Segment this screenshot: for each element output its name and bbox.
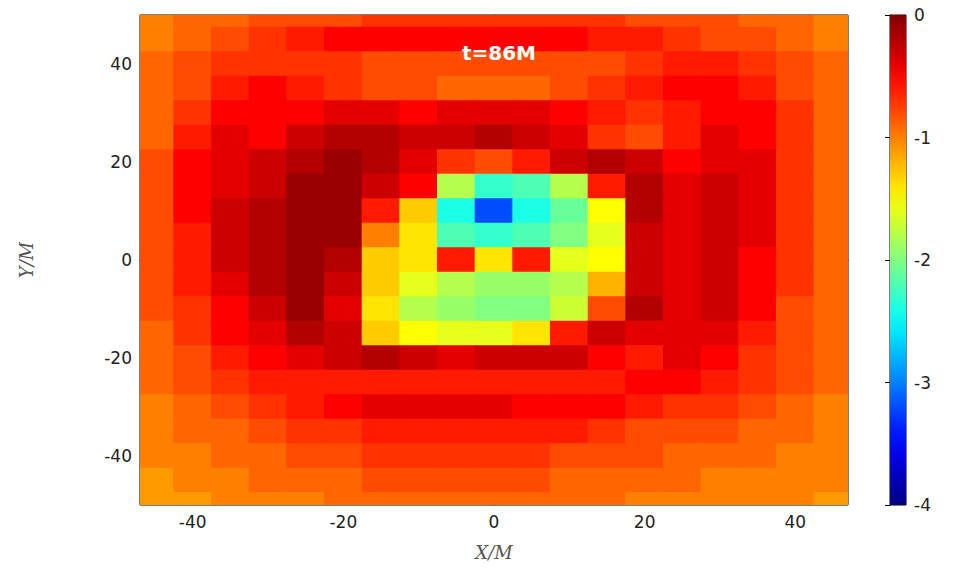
svg-text:-2: -2: [914, 250, 931, 270]
svg-text:-40: -40: [104, 446, 132, 466]
svg-text:X/M: X/M: [473, 542, 513, 563]
svg-text:40: 40: [110, 54, 132, 74]
svg-text:-20: -20: [329, 512, 357, 532]
svg-text:0: 0: [121, 250, 132, 270]
svg-text:-20: -20: [104, 348, 132, 368]
svg-text:t=86M: t=86M: [462, 41, 536, 65]
svg-text:-4: -4: [914, 495, 931, 515]
svg-text:20: 20: [634, 512, 656, 532]
svg-text:-40: -40: [179, 512, 207, 532]
svg-text:Y/M: Y/M: [16, 241, 37, 278]
svg-text:-3: -3: [914, 373, 931, 393]
svg-text:40: 40: [784, 512, 806, 532]
svg-text:-1: -1: [914, 128, 931, 148]
svg-text:0: 0: [914, 5, 925, 25]
svg-text:20: 20: [110, 152, 132, 172]
svg-text:0: 0: [489, 512, 500, 532]
